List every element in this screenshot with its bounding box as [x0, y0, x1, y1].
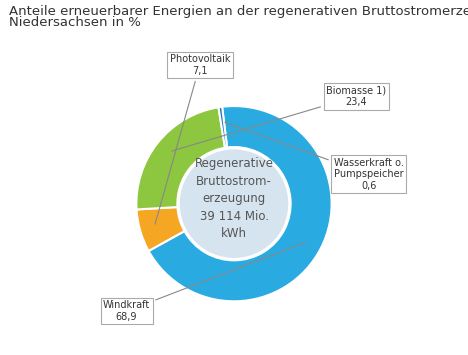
Text: Niedersachsen in %: Niedersachsen in %	[9, 16, 141, 29]
Text: Anteile erneuerbarer Energien an der regenerativen Bruttostromerzeugung: Anteile erneuerbarer Energien an der reg…	[9, 5, 468, 18]
Text: Regenerative
Bruttostrom-
erzeugung
39 114 Mio.
kWh: Regenerative Bruttostrom- erzeugung 39 1…	[195, 157, 273, 240]
Wedge shape	[136, 107, 225, 209]
Text: Biomasse 1)
23,4: Biomasse 1) 23,4	[172, 86, 386, 151]
Wedge shape	[219, 107, 227, 148]
Circle shape	[178, 148, 290, 259]
Wedge shape	[148, 106, 332, 301]
Wedge shape	[137, 207, 184, 251]
Text: Photovoltaik
7,1: Photovoltaik 7,1	[155, 54, 230, 224]
Text: Windkraft
68,9: Windkraft 68,9	[103, 242, 305, 322]
Text: Wasserkraft o.
Pumpspeicher
0,6: Wasserkraft o. Pumpspeicher 0,6	[225, 122, 404, 191]
